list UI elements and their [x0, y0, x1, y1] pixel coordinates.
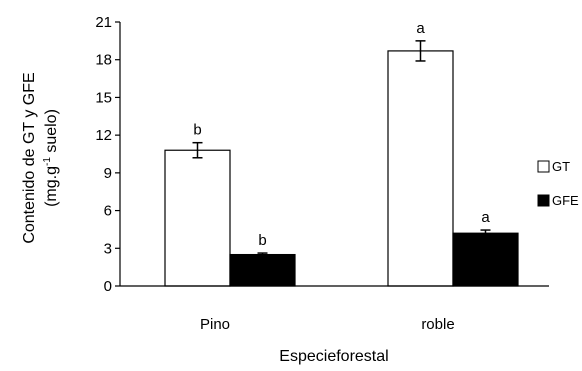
bar-gfe-roble [452, 232, 519, 287]
legend-swatch-gfe [537, 194, 550, 207]
y-axis-title-line1: Contenido de GT y GFE [21, 72, 38, 243]
error-bar [192, 141, 203, 159]
significance-letter: a [416, 20, 425, 37]
y-tick-label: 15 [95, 89, 112, 106]
y-tick-label: 0 [104, 278, 112, 295]
significance-letter: b [258, 232, 266, 249]
legend-swatch-gt [537, 160, 550, 173]
bar-gfe-pino [229, 253, 296, 287]
legend: GT GFE [537, 159, 579, 208]
legend-label-gfe: GFE [552, 193, 579, 208]
bar-gt-roble [387, 50, 454, 287]
error-bar [480, 229, 491, 238]
y-axis-title-line2: (mg.g-1 suelo) [42, 109, 60, 207]
y-tick-label: 9 [104, 165, 112, 182]
axes [119, 22, 549, 287]
y-tick-label: 6 [104, 203, 112, 220]
x-category-label: Pino [200, 316, 230, 333]
plot-area: b b a a [164, 20, 519, 287]
x-axis-title: Especieforestal [279, 348, 388, 365]
y-axis-title: Contenido de GT y GFE (mg.g-1 suelo) [21, 72, 60, 243]
y-tick-label: 12 [95, 127, 112, 144]
bar-gt-pino [164, 149, 231, 287]
significance-letter: b [193, 122, 201, 139]
y-tick-label: 3 [104, 240, 112, 257]
y-axis-title-superscript: -1 [42, 157, 53, 166]
y-tick-label: 21 [95, 14, 112, 31]
legend-label-gt: GT [552, 159, 570, 174]
x-category-labels: Pino roble [200, 316, 455, 333]
y-tick-label: 18 [95, 52, 112, 69]
y-axis-title-unit-suffix: suelo) [43, 109, 60, 157]
significance-letter: a [481, 209, 490, 226]
y-ticks: 0 3 6 9 12 15 18 21 [95, 14, 120, 295]
error-bar [415, 40, 426, 62]
error-bar [257, 252, 268, 257]
x-category-label: roble [421, 316, 454, 333]
y-axis-title-unit: (mg.g [43, 166, 60, 207]
